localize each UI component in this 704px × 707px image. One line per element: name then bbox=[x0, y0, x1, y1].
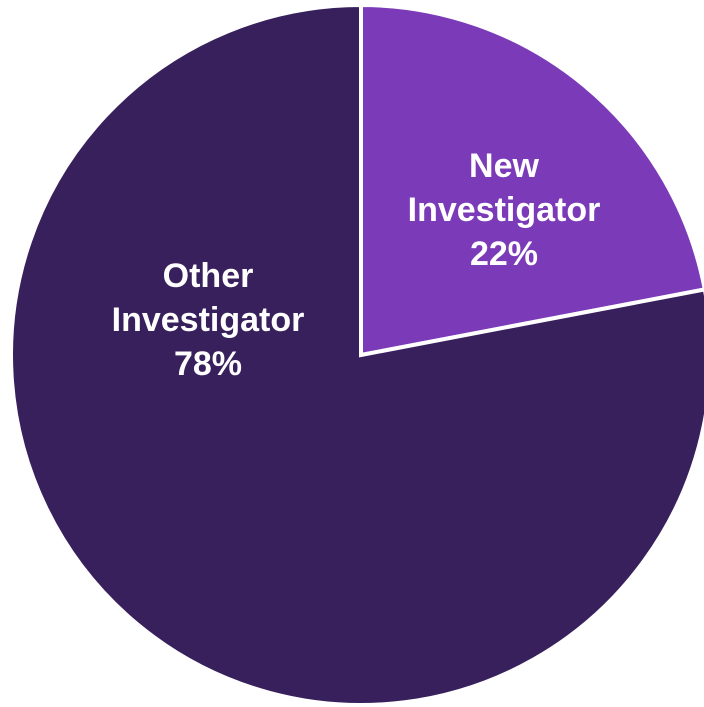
pie-slice-1 bbox=[9, 2, 704, 707]
pie-labels: New Investigator 22% Other Investigator 78% bbox=[112, 147, 601, 383]
pie-slices bbox=[9, 2, 704, 707]
pie-slice-0 bbox=[359, 2, 704, 358]
pie-slice-category-label: New bbox=[469, 147, 539, 185]
pie-slice-label-0: New Investigator 22% bbox=[408, 147, 601, 273]
pie-slice-category-label: Investigator bbox=[408, 191, 601, 229]
pie-slice-value-label: 78% bbox=[174, 345, 242, 383]
pie-slice-value-label: 22% bbox=[470, 235, 538, 273]
pie-slice-label-1: Other Investigator 78% bbox=[112, 257, 305, 383]
pie-slice-category-label: Investigator bbox=[112, 301, 305, 339]
pie-slice-category-label: Other bbox=[163, 257, 254, 295]
